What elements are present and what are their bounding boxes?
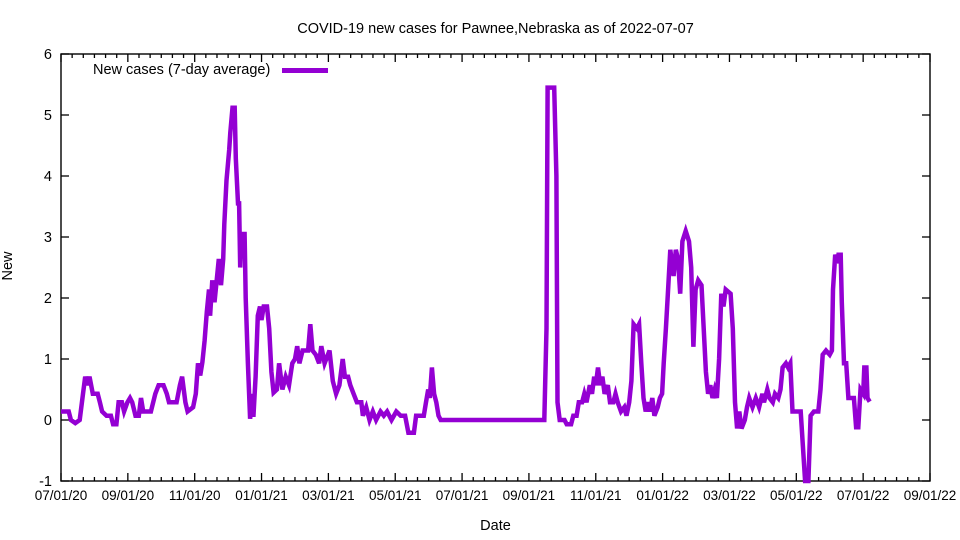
x-axis-label: Date <box>480 518 511 534</box>
y-tick-label: 0 <box>44 413 52 429</box>
y-tick-label: 4 <box>44 169 52 185</box>
x-tick-label: 01/01/21 <box>235 488 288 503</box>
legend: New cases (7-day average) <box>93 62 329 78</box>
legend-label: New cases (7-day average) <box>93 62 271 78</box>
y-tick-label: 1 <box>44 352 52 368</box>
x-tick-label: 05/01/21 <box>369 488 422 503</box>
legend-line-sample <box>282 67 329 73</box>
y-axis-label: New <box>0 251 16 281</box>
y-tick-label: 5 <box>44 108 52 124</box>
x-tick-label: 11/01/21 <box>570 488 622 503</box>
x-tick-label: 11/01/20 <box>169 488 221 503</box>
y-tick-label: -1 <box>39 474 52 490</box>
data-line <box>61 85 872 484</box>
x-tick-label: 09/01/22 <box>904 488 957 503</box>
x-tick-label: 09/01/20 <box>102 488 155 503</box>
x-tick-label: 09/01/21 <box>503 488 556 503</box>
x-tick-label: 05/01/22 <box>770 488 823 503</box>
x-tick-label: 07/01/21 <box>436 488 489 503</box>
y-tick-label: 2 <box>44 291 52 307</box>
x-tick-label: 01/01/22 <box>636 488 689 503</box>
x-tick-label: 03/01/21 <box>302 488 355 503</box>
x-tick-label: 03/01/22 <box>703 488 756 503</box>
x-tick-label: 07/01/22 <box>837 488 890 503</box>
y-tick-label: 6 <box>44 47 52 63</box>
x-tick-label: 07/01/20 <box>35 488 88 503</box>
chart-title: COVID-19 new cases for Pawnee,Nebraska a… <box>297 21 694 37</box>
y-tick-label: 3 <box>44 230 52 246</box>
